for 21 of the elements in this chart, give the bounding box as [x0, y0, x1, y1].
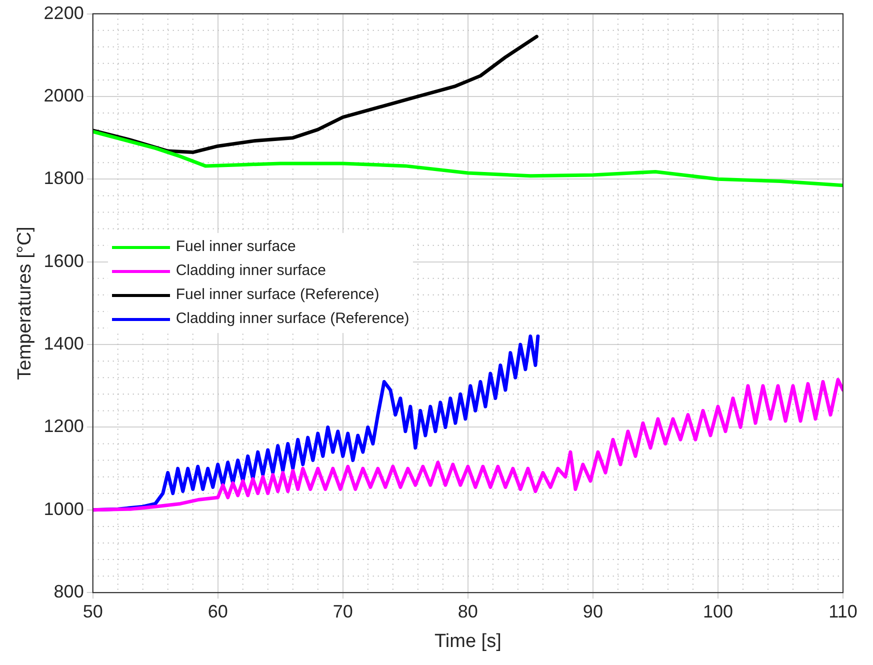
legend-label: Cladding inner surface (Reference) [176, 309, 410, 330]
y-tick-label: 1200 [44, 416, 84, 436]
y-tick-label: 1000 [44, 498, 84, 519]
x-tick-label: 100 [702, 601, 733, 622]
y-axis-title: Temperatures [°C] [14, 226, 36, 380]
legend-label: Fuel inner surface (Reference) [176, 285, 380, 306]
legend-label: Cladding inner surface [176, 261, 326, 282]
y-tick-label: 1400 [44, 334, 84, 354]
y-tick-label: 1800 [44, 168, 84, 188]
y-tick-label: 1600 [44, 250, 84, 271]
x-tick-label: 70 [332, 601, 353, 622]
x-tick-label: 60 [208, 601, 228, 622]
x-tick-label: 80 [458, 601, 478, 622]
y-tick-label: 2200 [44, 2, 84, 23]
x-tick-label: 90 [582, 601, 603, 622]
y-tick-label: 2000 [44, 85, 84, 106]
legend-label: Fuel inner surface [176, 237, 296, 258]
y-tick-label: 800 [54, 582, 84, 602]
x-axis-title: Time [s] [434, 630, 502, 652]
x-tick-label: 50 [82, 601, 103, 622]
x-tick-label: 110 [828, 601, 858, 622]
